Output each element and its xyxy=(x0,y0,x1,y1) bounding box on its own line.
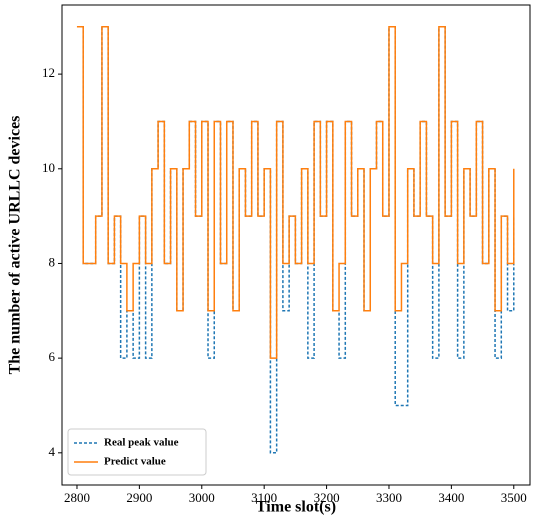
x-tick-label: 3200 xyxy=(314,490,340,505)
x-tick-label: 3400 xyxy=(438,490,464,505)
x-tick-label: 2900 xyxy=(126,490,152,505)
x-tick-label: 3100 xyxy=(251,490,277,505)
x-tick-label: 3500 xyxy=(501,490,527,505)
x-tick-label: 2800 xyxy=(64,490,90,505)
x-tick-label: 3300 xyxy=(376,490,402,505)
y-axis-title: The number of active URLLC devices xyxy=(7,116,24,375)
legend-label: Real peak value xyxy=(104,437,179,449)
y-tick-label: 8 xyxy=(49,254,56,269)
series-line xyxy=(76,26,515,359)
plot-frame xyxy=(61,4,531,486)
y-tick-label: 10 xyxy=(42,160,55,175)
legend-label: Predict value xyxy=(104,456,166,468)
y-tick-label: 4 xyxy=(49,444,56,459)
x-tick-label: 3000 xyxy=(189,490,215,505)
y-tick-label: 12 xyxy=(42,65,55,80)
legend-box xyxy=(67,428,207,476)
x-axis-title: Time slot(s) xyxy=(256,499,336,516)
y-tick-label: 6 xyxy=(49,349,56,364)
